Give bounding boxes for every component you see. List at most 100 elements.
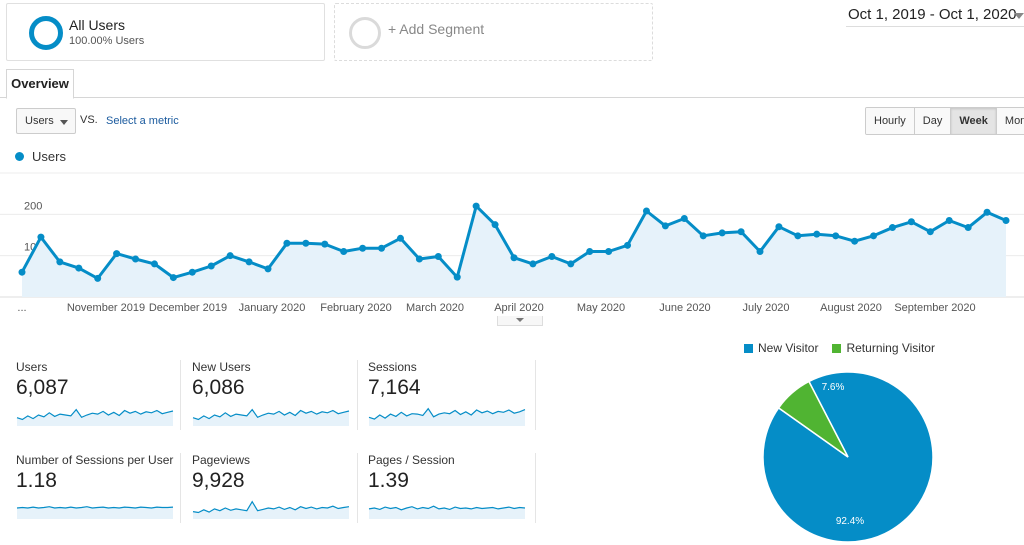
data-point[interactable] [813,230,821,238]
data-point[interactable] [415,255,423,263]
legend-swatch-icon [832,343,842,353]
data-point[interactable] [226,252,234,260]
metric-card[interactable]: Pageviews 9,928 [192,453,368,523]
metric-label: Pages / Session [368,453,455,467]
sparkline-area [17,409,173,426]
metric-label: Users [16,360,48,374]
x-tick-label: May 2020 [577,302,625,314]
data-point[interactable] [245,258,253,266]
data-point[interactable] [529,260,537,268]
data-point[interactable] [434,252,442,260]
data-point[interactable] [756,248,764,256]
metric-value: 6,086 [192,376,245,399]
data-point[interactable] [964,224,972,232]
data-point[interactable] [321,240,329,248]
data-point[interactable] [510,254,518,262]
data-point[interactable] [75,264,83,272]
metric-card[interactable]: New Users 6,086 [192,360,368,430]
data-point[interactable] [945,217,953,225]
data-point[interactable] [718,229,726,237]
x-tick-label: December 2019 [149,302,227,314]
chevron-down-icon [516,318,524,322]
data-point[interactable] [907,218,915,226]
add-segment-button[interactable]: + Add Segment [334,3,653,61]
date-range-picker[interactable]: Oct 1, 2019 - Oct 1, 2020 [846,3,1024,27]
segment-ring-icon [29,16,63,50]
data-point[interactable] [188,268,196,276]
x-tick-label: ... [17,302,26,314]
x-tick-label: September 2020 [894,302,975,314]
metric-card[interactable]: Sessions 7,164 [368,360,544,430]
x-tick-label: July 2020 [742,302,789,314]
pie-slice-label: 92.4% [836,516,864,527]
pie-legend-item[interactable]: Returning Visitor [832,341,935,355]
data-point[interactable] [359,244,367,252]
tab-overview[interactable]: Overview [6,69,74,99]
sparkline [368,505,526,519]
data-point[interactable] [396,234,404,242]
data-point[interactable] [661,222,669,230]
data-point[interactable] [832,232,840,240]
x-tick-label: March 2020 [406,302,464,314]
data-point[interactable] [491,221,499,229]
data-point[interactable] [132,255,140,263]
data-point[interactable] [169,274,177,282]
divider [180,360,181,430]
data-point[interactable] [472,202,480,210]
data-point[interactable] [150,260,158,268]
data-point[interactable] [453,273,461,281]
data-point[interactable] [737,228,745,236]
chart-legend-label: Users [32,149,66,164]
sparkline-area [193,501,349,519]
data-point[interactable] [870,232,878,240]
vs-label: VS. [80,114,98,126]
data-point[interactable] [378,244,386,252]
granularity-hourly-button[interactable]: Hourly [866,108,914,134]
data-point[interactable] [605,248,613,256]
metric-card[interactable]: Number of Sessions per User 1.18 [16,453,192,523]
data-point[interactable] [680,214,688,222]
data-point[interactable] [283,239,291,247]
x-tick-label: November 2019 [67,302,145,314]
data-point[interactable] [37,233,45,241]
metric-label: New Users [192,360,251,374]
sparkline [16,506,174,519]
data-point[interactable] [1002,217,1010,225]
pie-slice[interactable] [777,380,849,458]
metric-card[interactable]: Users 6,087 [16,360,192,430]
data-point[interactable] [851,237,859,245]
data-point[interactable] [642,207,650,215]
data-point[interactable] [624,241,632,249]
chevron-down-icon [60,120,68,125]
granularity-month-button[interactable]: Month [995,108,1024,134]
data-point[interactable] [567,260,575,268]
sparkline [16,408,174,426]
data-point[interactable] [56,258,64,266]
data-point[interactable] [775,223,783,231]
metric-card[interactable]: Pages / Session 1.39 [368,453,544,523]
data-point[interactable] [18,268,26,276]
segment-all-users[interactable]: All Users 100.00% Users [6,3,325,61]
data-point[interactable] [264,265,272,273]
data-point[interactable] [699,232,707,240]
data-point[interactable] [94,274,102,282]
pie-slice-label: 7.6% [822,382,845,393]
data-point[interactable] [926,228,934,236]
data-point[interactable] [113,250,121,258]
data-point[interactable] [586,248,594,256]
x-tick-label: April 2020 [494,302,544,314]
data-point[interactable] [548,252,556,260]
data-point[interactable] [888,224,896,232]
sparkline-line [192,408,350,421]
data-point[interactable] [302,239,310,247]
data-point[interactable] [794,232,802,240]
data-point[interactable] [207,262,215,270]
granularity-week-button[interactable]: Week [950,108,996,134]
data-point[interactable] [983,208,991,216]
data-point[interactable] [340,248,348,256]
granularity-day-button[interactable]: Day [913,108,951,134]
metric-dropdown[interactable]: Users [16,108,76,134]
pie-legend-item[interactable]: New Visitor [744,341,818,355]
select-metric-link[interactable]: Select a metric [106,115,179,127]
chart-resize-handle[interactable] [497,316,543,326]
